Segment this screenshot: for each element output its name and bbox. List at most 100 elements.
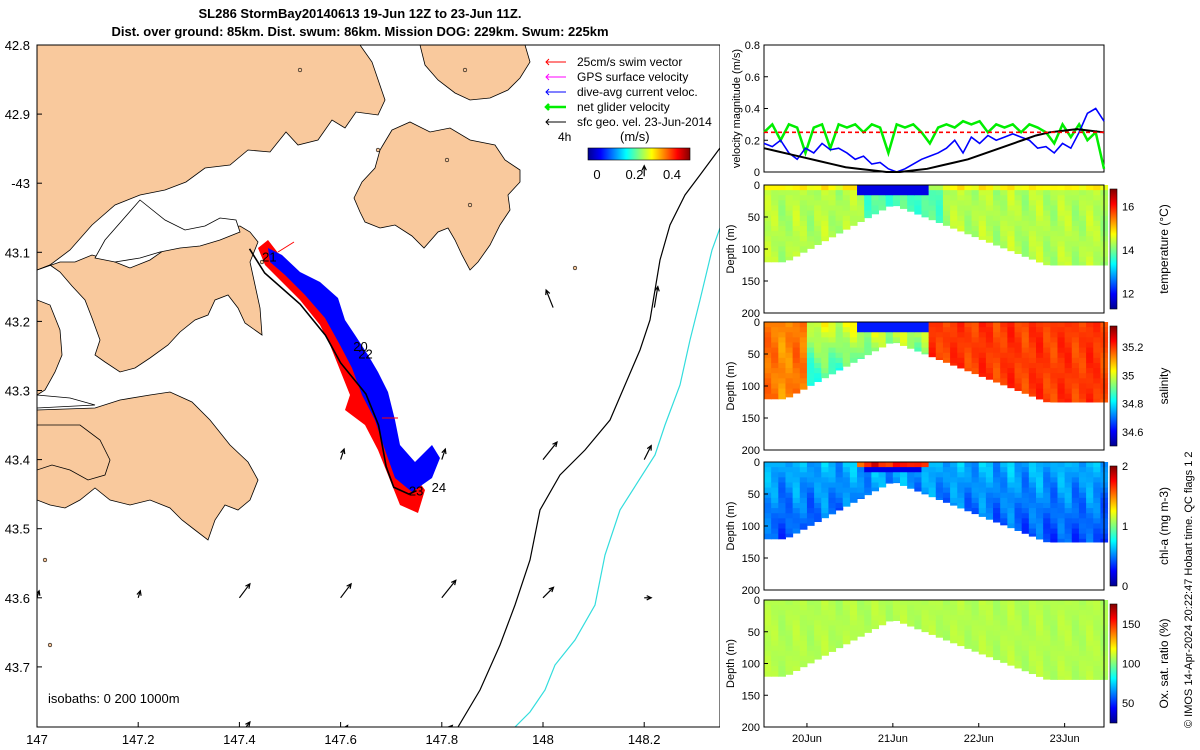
lat-tick-label: 43.6: [5, 591, 30, 606]
profile-cell: [835, 600, 844, 606]
profile-cell: [1036, 533, 1044, 540]
profile-cell: [1021, 205, 1030, 212]
profile-cell: [1086, 342, 1094, 349]
profile-cell: [1021, 210, 1030, 217]
profile-cell: [1050, 373, 1058, 379]
profile-cell: [1078, 352, 1087, 359]
profile-cell: [778, 342, 786, 349]
profile-cell: [849, 200, 858, 206]
profile-cell: [864, 482, 872, 489]
profile-cell: [1093, 482, 1101, 489]
profile-cell: [828, 477, 837, 483]
profile-cell: [778, 518, 786, 524]
profile-cell: [1050, 398, 1058, 403]
profile-cell: [1078, 518, 1087, 524]
profile-cell: [1036, 195, 1044, 201]
profile-cell: [935, 347, 944, 354]
lon-tick-label: 148: [532, 732, 554, 747]
profile-cell: [1028, 357, 1037, 364]
profile-cell: [978, 337, 987, 343]
profile-cell: [828, 225, 837, 232]
profile-cell: [1007, 462, 1016, 468]
profile-cell: [792, 472, 801, 478]
profile-cell: [764, 462, 772, 468]
profile-cell: [978, 205, 987, 212]
profile-cell: [1093, 462, 1101, 468]
profile-cell: [985, 492, 994, 499]
profile-cell: [792, 388, 801, 394]
profile-cell: [964, 342, 973, 349]
profile-cell: [935, 322, 944, 328]
profile-cell: [792, 225, 801, 232]
profile-cell: [985, 477, 994, 483]
profile-cell: [828, 640, 837, 647]
profile-cell: [1000, 492, 1008, 499]
legend-label: 25cm/s swim vector: [577, 55, 682, 69]
profile-cell: [985, 190, 994, 196]
profile-cell: [771, 605, 779, 611]
profile-cell: [1028, 462, 1037, 468]
profile-cell: [835, 195, 844, 201]
profile-cell: [900, 600, 908, 606]
profile-cell: [1036, 650, 1044, 657]
profile-cell: [928, 205, 937, 212]
profile-cell: [1036, 523, 1044, 530]
profile-cell: [1057, 492, 1066, 499]
geo-velocity-arrow: [542, 586, 555, 599]
profile-cell: [1057, 352, 1066, 359]
profile-cell: [971, 205, 980, 212]
profile-cell: [1078, 533, 1087, 540]
profile-cell: [914, 322, 922, 328]
profile-cell: [1014, 497, 1023, 504]
profile-cell: [871, 347, 880, 352]
profile-cell: [1014, 508, 1023, 514]
profile-cell: [764, 185, 772, 191]
profile-cell: [778, 225, 786, 232]
profile-cell: [864, 342, 872, 349]
profile-cell: [828, 195, 837, 201]
profile-cell: [1000, 497, 1008, 504]
islet: [572, 265, 578, 271]
colorbar-tick-label: 0.4: [663, 167, 681, 182]
profile-cell: [1007, 327, 1016, 333]
profile-cell: [928, 615, 937, 621]
profile-cell: [1064, 620, 1073, 626]
profile-cell: [771, 236, 779, 242]
profile-cell: [914, 210, 922, 215]
profile-cell: [871, 600, 880, 606]
profile-cell: [957, 487, 965, 494]
profile-cell: [864, 477, 872, 483]
profile-cell: [1043, 327, 1051, 333]
depth-tick-label: 0: [754, 317, 760, 329]
profile-cell: [764, 205, 772, 212]
profile-cell: [778, 523, 786, 530]
profile-cell: [1064, 472, 1073, 478]
profile-cell: [971, 362, 980, 369]
profile-cell: [1078, 655, 1087, 662]
profile-cell: [857, 610, 865, 616]
profile-cell: [821, 605, 829, 611]
profile-cell: [1050, 225, 1058, 232]
profile-cell: [1078, 383, 1087, 390]
speed-colorbar: [587, 147, 691, 161]
profile-cell: [764, 378, 772, 384]
profile-cell: [821, 467, 829, 473]
profile-cell: [921, 327, 930, 333]
profile-cell: [1028, 528, 1037, 535]
profile-cell: [1036, 322, 1044, 328]
profile-cell: [835, 640, 844, 647]
profile-cell: [914, 477, 922, 483]
profile-cell: [778, 620, 786, 626]
profile-cell: [993, 513, 1001, 519]
profile-cell: [957, 502, 965, 509]
profile-cell: [871, 322, 880, 328]
profile-cell: [799, 650, 808, 657]
profile-cell: [764, 671, 772, 677]
profile-cell: [778, 492, 786, 499]
profile-cell: [814, 357, 822, 364]
profile-cell: [857, 210, 865, 217]
profile-cell: [971, 640, 980, 647]
profile-cell: [785, 620, 794, 626]
profile-cell: [978, 373, 987, 377]
profile-cell: [1064, 210, 1073, 217]
